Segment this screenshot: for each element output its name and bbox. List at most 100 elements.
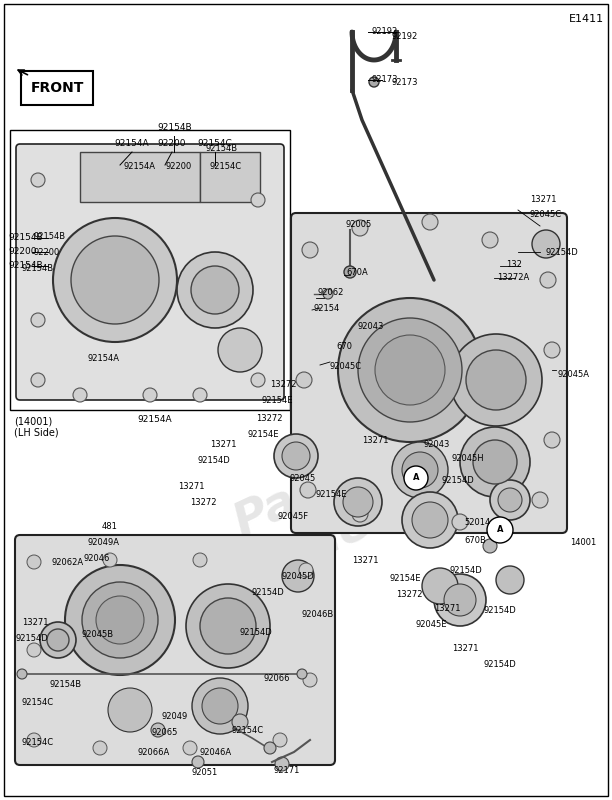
Circle shape <box>452 514 468 530</box>
Circle shape <box>274 434 318 478</box>
Circle shape <box>375 335 445 405</box>
Text: 92154E: 92154E <box>390 574 422 583</box>
Text: 92045H: 92045H <box>452 454 485 463</box>
Circle shape <box>422 568 458 604</box>
Circle shape <box>31 373 45 387</box>
Circle shape <box>344 266 356 278</box>
Circle shape <box>186 584 270 668</box>
Text: 92005: 92005 <box>346 220 372 229</box>
Text: 92062A: 92062A <box>52 558 84 567</box>
Text: 92200: 92200 <box>158 139 186 148</box>
FancyBboxPatch shape <box>15 535 335 765</box>
Text: 13271: 13271 <box>362 436 389 445</box>
Circle shape <box>532 230 560 258</box>
Text: 13271: 13271 <box>352 556 378 565</box>
Circle shape <box>71 236 159 324</box>
Text: 92062: 92062 <box>318 288 345 297</box>
Circle shape <box>151 723 165 737</box>
Text: 13272: 13272 <box>190 498 217 507</box>
Text: 92154C: 92154C <box>22 698 54 707</box>
Circle shape <box>412 502 448 538</box>
Circle shape <box>334 478 382 526</box>
Text: 92154B: 92154B <box>8 262 43 270</box>
Circle shape <box>460 427 530 497</box>
Circle shape <box>532 492 548 508</box>
Text: 92192: 92192 <box>371 27 397 37</box>
Circle shape <box>192 678 248 734</box>
Bar <box>80 152 200 202</box>
Text: 92154B: 92154B <box>34 232 66 241</box>
Circle shape <box>338 298 482 442</box>
Text: E1411: E1411 <box>569 14 604 24</box>
Text: 670A: 670A <box>346 268 368 277</box>
Circle shape <box>82 582 158 658</box>
Circle shape <box>496 566 524 594</box>
Text: 92154A: 92154A <box>114 139 149 148</box>
Circle shape <box>202 688 238 724</box>
Text: 92154E: 92154E <box>316 490 348 499</box>
Text: 92154D: 92154D <box>240 628 273 637</box>
Text: 13271: 13271 <box>22 618 48 627</box>
Text: 92045A: 92045A <box>558 370 590 379</box>
Text: 92154: 92154 <box>314 304 340 313</box>
Text: 92200: 92200 <box>166 162 192 171</box>
Text: 92154A: 92154A <box>124 162 156 171</box>
FancyBboxPatch shape <box>21 71 93 105</box>
Circle shape <box>422 214 438 230</box>
Text: 92154C: 92154C <box>198 139 233 148</box>
Circle shape <box>218 328 262 372</box>
Circle shape <box>17 669 27 679</box>
Circle shape <box>31 173 45 187</box>
Circle shape <box>108 688 152 732</box>
Text: 13272A: 13272A <box>497 273 529 282</box>
Circle shape <box>343 487 373 517</box>
Circle shape <box>47 629 69 651</box>
Text: 92154D: 92154D <box>484 606 517 615</box>
Text: 92154D: 92154D <box>450 566 483 575</box>
Text: 92066A: 92066A <box>138 748 170 757</box>
Circle shape <box>323 289 333 299</box>
Circle shape <box>27 733 41 747</box>
Circle shape <box>473 440 517 484</box>
Text: 92154C: 92154C <box>232 726 264 735</box>
Text: 92173: 92173 <box>371 75 398 85</box>
Text: 92045C: 92045C <box>330 362 362 371</box>
Circle shape <box>402 492 458 548</box>
Circle shape <box>302 242 318 258</box>
Text: 92045: 92045 <box>290 474 316 483</box>
Text: 92200: 92200 <box>34 248 60 257</box>
Text: 92045C: 92045C <box>530 210 562 219</box>
Circle shape <box>73 388 87 402</box>
Text: 92173: 92173 <box>392 78 419 87</box>
Circle shape <box>392 442 448 498</box>
Circle shape <box>483 539 497 553</box>
Text: 92154E: 92154E <box>248 430 280 439</box>
Circle shape <box>93 741 107 755</box>
Circle shape <box>299 563 313 577</box>
Circle shape <box>540 272 556 288</box>
Text: 670B: 670B <box>464 536 486 545</box>
Text: 92154D: 92154D <box>484 660 517 669</box>
Circle shape <box>27 555 41 569</box>
Circle shape <box>96 596 144 644</box>
Circle shape <box>193 388 207 402</box>
Text: 92066: 92066 <box>264 674 291 683</box>
Circle shape <box>143 388 157 402</box>
Text: 92154D: 92154D <box>252 588 285 597</box>
Circle shape <box>53 218 177 342</box>
Circle shape <box>352 506 368 522</box>
Text: 92043: 92043 <box>424 440 450 449</box>
Text: 92154C: 92154C <box>210 162 242 171</box>
Text: 13271: 13271 <box>178 482 204 491</box>
Circle shape <box>40 622 76 658</box>
Circle shape <box>434 574 486 626</box>
Text: 92043: 92043 <box>358 322 384 331</box>
Circle shape <box>282 442 310 470</box>
Circle shape <box>296 372 312 388</box>
Circle shape <box>183 741 197 755</box>
Text: 481: 481 <box>102 522 118 531</box>
Text: 670: 670 <box>336 342 352 351</box>
Circle shape <box>232 714 248 730</box>
Text: 13271: 13271 <box>452 644 479 653</box>
Text: 92045D: 92045D <box>282 572 315 581</box>
